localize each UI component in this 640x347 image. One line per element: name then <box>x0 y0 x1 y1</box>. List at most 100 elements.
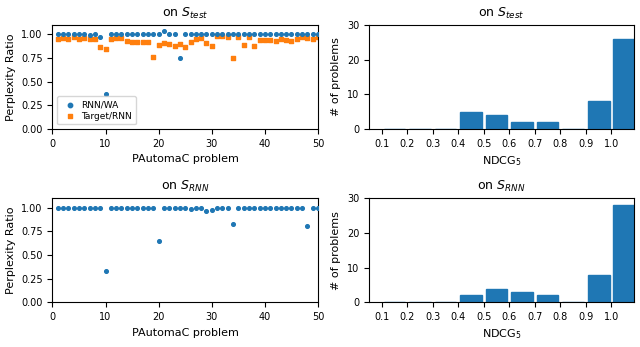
Legend: RNN/WA, Target/RNN: RNN/WA, Target/RNN <box>57 96 136 124</box>
Point <box>63 205 74 211</box>
Point <box>260 205 270 211</box>
Target/RNN <box>286 38 296 44</box>
RNN/WA <box>265 32 275 37</box>
Target/RNN <box>308 36 318 42</box>
Target/RNN <box>191 36 201 42</box>
Target/RNN <box>154 42 164 48</box>
Target/RNN <box>170 43 180 49</box>
RNN/WA <box>297 32 307 37</box>
RNN/WA <box>127 32 137 37</box>
Target/RNN <box>122 38 132 44</box>
Point <box>196 205 206 211</box>
RNN/WA <box>143 32 153 37</box>
Target/RNN <box>297 34 307 40</box>
Target/RNN <box>127 39 137 45</box>
Point <box>297 205 307 211</box>
Point <box>159 205 169 211</box>
Target/RNN <box>249 43 259 49</box>
Point <box>223 205 233 211</box>
RNN/WA <box>286 32 296 37</box>
Point <box>180 205 190 211</box>
Point <box>68 205 79 211</box>
Bar <box>460 111 482 129</box>
RNN/WA <box>270 32 280 37</box>
Target/RNN <box>313 34 323 40</box>
Y-axis label: Perplexity Ratio: Perplexity Ratio <box>6 206 15 294</box>
RNN/WA <box>159 28 169 33</box>
Point <box>127 205 137 211</box>
X-axis label: PAutomaC problem: PAutomaC problem <box>132 328 239 338</box>
Point <box>255 205 265 211</box>
Title: on $S_{test}$: on $S_{test}$ <box>478 6 525 21</box>
X-axis label: NDCG$_5$: NDCG$_5$ <box>482 154 522 168</box>
Target/RNN <box>281 37 291 43</box>
Target/RNN <box>196 35 206 41</box>
Title: on $S_{RNN}$: on $S_{RNN}$ <box>477 179 526 194</box>
Point <box>228 221 238 227</box>
Target/RNN <box>265 37 275 43</box>
RNN/WA <box>132 32 143 37</box>
Target/RNN <box>239 42 249 48</box>
Point <box>79 205 90 211</box>
RNN/WA <box>175 55 185 61</box>
RNN/WA <box>170 32 180 37</box>
Point <box>58 205 68 211</box>
RNN/WA <box>207 32 217 37</box>
Point <box>239 205 249 211</box>
RNN/WA <box>239 32 249 37</box>
Point <box>90 205 100 211</box>
RNN/WA <box>90 32 100 37</box>
Bar <box>613 205 635 302</box>
Point <box>106 205 116 211</box>
Point <box>186 206 196 212</box>
RNN/WA <box>116 32 127 37</box>
RNN/WA <box>122 32 132 37</box>
Bar <box>511 122 533 129</box>
Point <box>202 208 212 213</box>
Point <box>148 205 159 211</box>
RNN/WA <box>302 32 312 37</box>
RNN/WA <box>244 32 254 37</box>
Target/RNN <box>68 34 79 40</box>
Point <box>281 205 291 211</box>
Point <box>218 205 228 211</box>
Target/RNN <box>52 36 63 42</box>
Target/RNN <box>207 43 217 49</box>
Point <box>170 205 180 211</box>
RNN/WA <box>196 32 206 37</box>
Point <box>308 205 318 211</box>
X-axis label: NDCG$_5$: NDCG$_5$ <box>482 328 522 341</box>
Point <box>74 205 84 211</box>
Title: on $S_{test}$: on $S_{test}$ <box>162 6 209 21</box>
RNN/WA <box>186 32 196 37</box>
Target/RNN <box>111 35 122 41</box>
Bar <box>486 288 508 302</box>
Bar <box>588 101 609 129</box>
Target/RNN <box>95 44 106 49</box>
Point <box>154 238 164 244</box>
Point <box>84 205 95 211</box>
X-axis label: PAutomaC problem: PAutomaC problem <box>132 154 239 164</box>
RNN/WA <box>74 32 84 37</box>
Target/RNN <box>233 34 243 40</box>
Target/RNN <box>223 34 233 40</box>
Point <box>244 205 254 211</box>
Target/RNN <box>228 55 238 61</box>
Target/RNN <box>100 47 111 52</box>
Title: on $S_{RNN}$: on $S_{RNN}$ <box>161 179 209 194</box>
Target/RNN <box>138 39 148 45</box>
Point <box>233 205 243 211</box>
Point <box>313 205 323 211</box>
RNN/WA <box>148 32 159 37</box>
Point <box>265 205 275 211</box>
Bar <box>460 295 482 302</box>
Target/RNN <box>164 41 175 46</box>
RNN/WA <box>180 32 190 37</box>
Target/RNN <box>270 38 280 44</box>
Target/RNN <box>260 37 270 43</box>
Point <box>111 205 122 211</box>
Target/RNN <box>148 54 159 60</box>
Bar <box>537 295 559 302</box>
RNN/WA <box>276 32 286 37</box>
RNN/WA <box>223 32 233 37</box>
